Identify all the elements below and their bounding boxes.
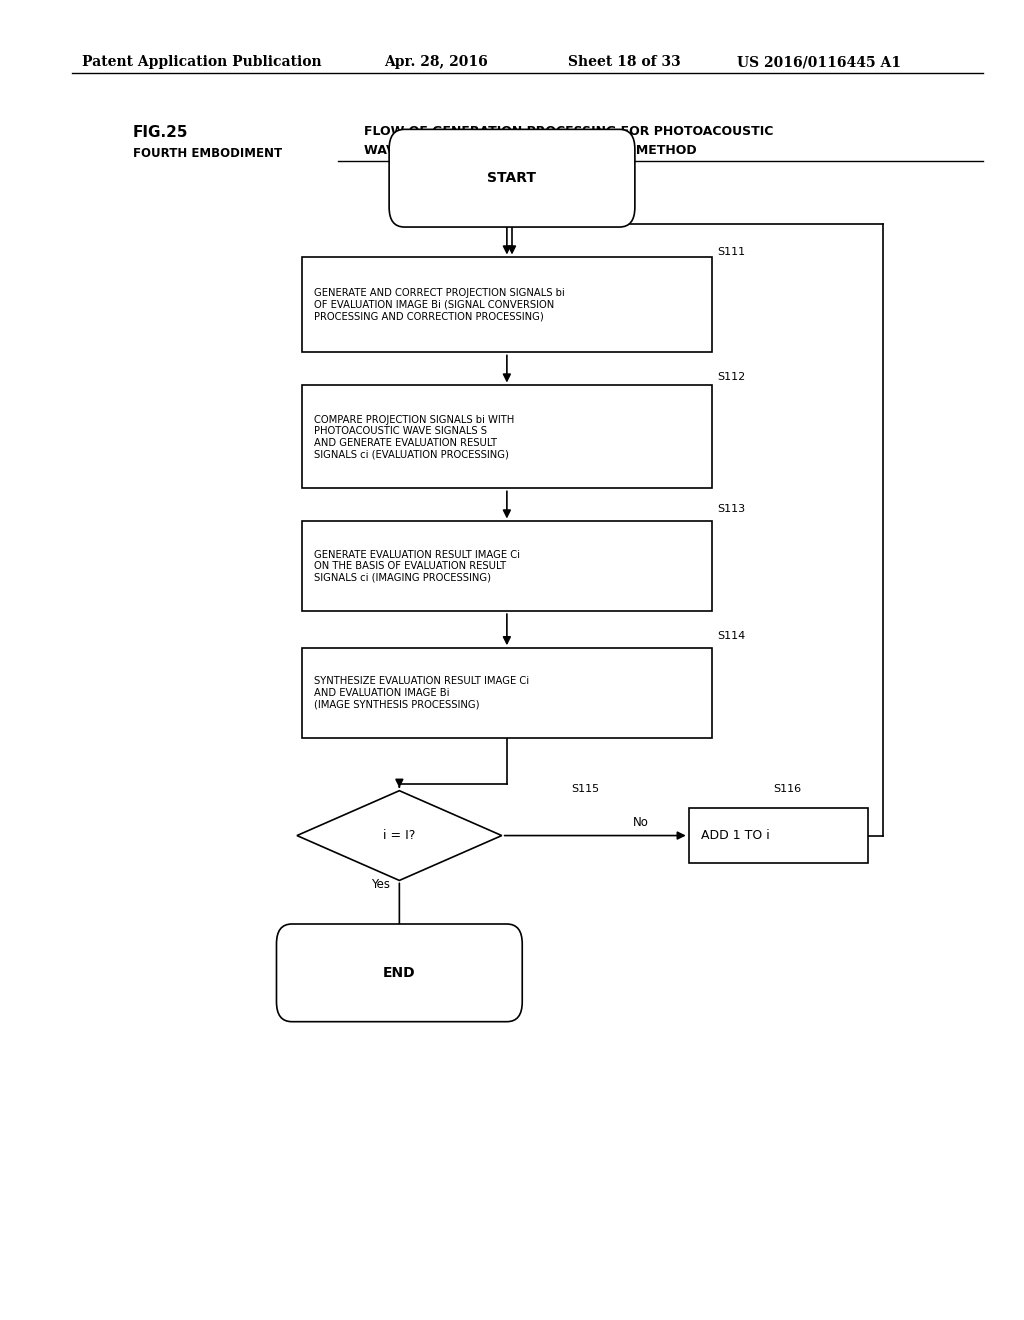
Text: START: START bbox=[487, 172, 537, 185]
Text: GENERATE AND CORRECT PROJECTION SIGNALS bi
OF EVALUATION IMAGE Bi (SIGNAL CONVER: GENERATE AND CORRECT PROJECTION SIGNALS … bbox=[314, 288, 565, 322]
FancyBboxPatch shape bbox=[389, 129, 635, 227]
Text: FIG.25: FIG.25 bbox=[133, 125, 188, 140]
Text: ADD 1 TO i: ADD 1 TO i bbox=[700, 829, 770, 842]
Text: GENERATE EVALUATION RESULT IMAGE Ci
ON THE BASIS OF EVALUATION RESULT
SIGNALS ci: GENERATE EVALUATION RESULT IMAGE Ci ON T… bbox=[314, 549, 520, 583]
Bar bbox=[302, 257, 712, 352]
Text: S112: S112 bbox=[717, 372, 745, 383]
Text: WAVE IMAGE EMPLOYING STATISTICAL METHOD: WAVE IMAGE EMPLOYING STATISTICAL METHOD bbox=[364, 144, 696, 157]
Text: S111: S111 bbox=[717, 247, 744, 257]
Bar bbox=[302, 385, 712, 488]
Text: Apr. 28, 2016: Apr. 28, 2016 bbox=[384, 55, 487, 70]
Text: FLOW OF GENERATION PROCESSING FOR PHOTOACOUSTIC: FLOW OF GENERATION PROCESSING FOR PHOTOA… bbox=[364, 125, 773, 139]
Text: COMPARE PROJECTION SIGNALS bi WITH
PHOTOACOUSTIC WAVE SIGNALS S
AND GENERATE EVA: COMPARE PROJECTION SIGNALS bi WITH PHOTO… bbox=[314, 414, 515, 459]
Bar bbox=[688, 808, 867, 863]
Bar bbox=[302, 521, 712, 611]
Text: Patent Application Publication: Patent Application Publication bbox=[82, 55, 322, 70]
Text: i = I?: i = I? bbox=[383, 829, 416, 842]
Text: No: No bbox=[633, 816, 649, 829]
Text: SYNTHESIZE EVALUATION RESULT IMAGE Ci
AND EVALUATION IMAGE Bi
(IMAGE SYNTHESIS P: SYNTHESIZE EVALUATION RESULT IMAGE Ci AN… bbox=[314, 676, 529, 710]
Text: S113: S113 bbox=[717, 504, 744, 515]
Bar bbox=[302, 648, 712, 738]
Text: US 2016/0116445 A1: US 2016/0116445 A1 bbox=[737, 55, 901, 70]
Text: Yes: Yes bbox=[371, 878, 390, 891]
Text: S114: S114 bbox=[717, 631, 745, 642]
Polygon shape bbox=[297, 791, 502, 880]
Text: Sheet 18 of 33: Sheet 18 of 33 bbox=[568, 55, 681, 70]
FancyBboxPatch shape bbox=[276, 924, 522, 1022]
Text: S115: S115 bbox=[571, 784, 599, 795]
Text: END: END bbox=[383, 966, 416, 979]
Text: FOURTH EMBODIMENT: FOURTH EMBODIMENT bbox=[133, 147, 283, 160]
Text: S116: S116 bbox=[773, 784, 801, 795]
